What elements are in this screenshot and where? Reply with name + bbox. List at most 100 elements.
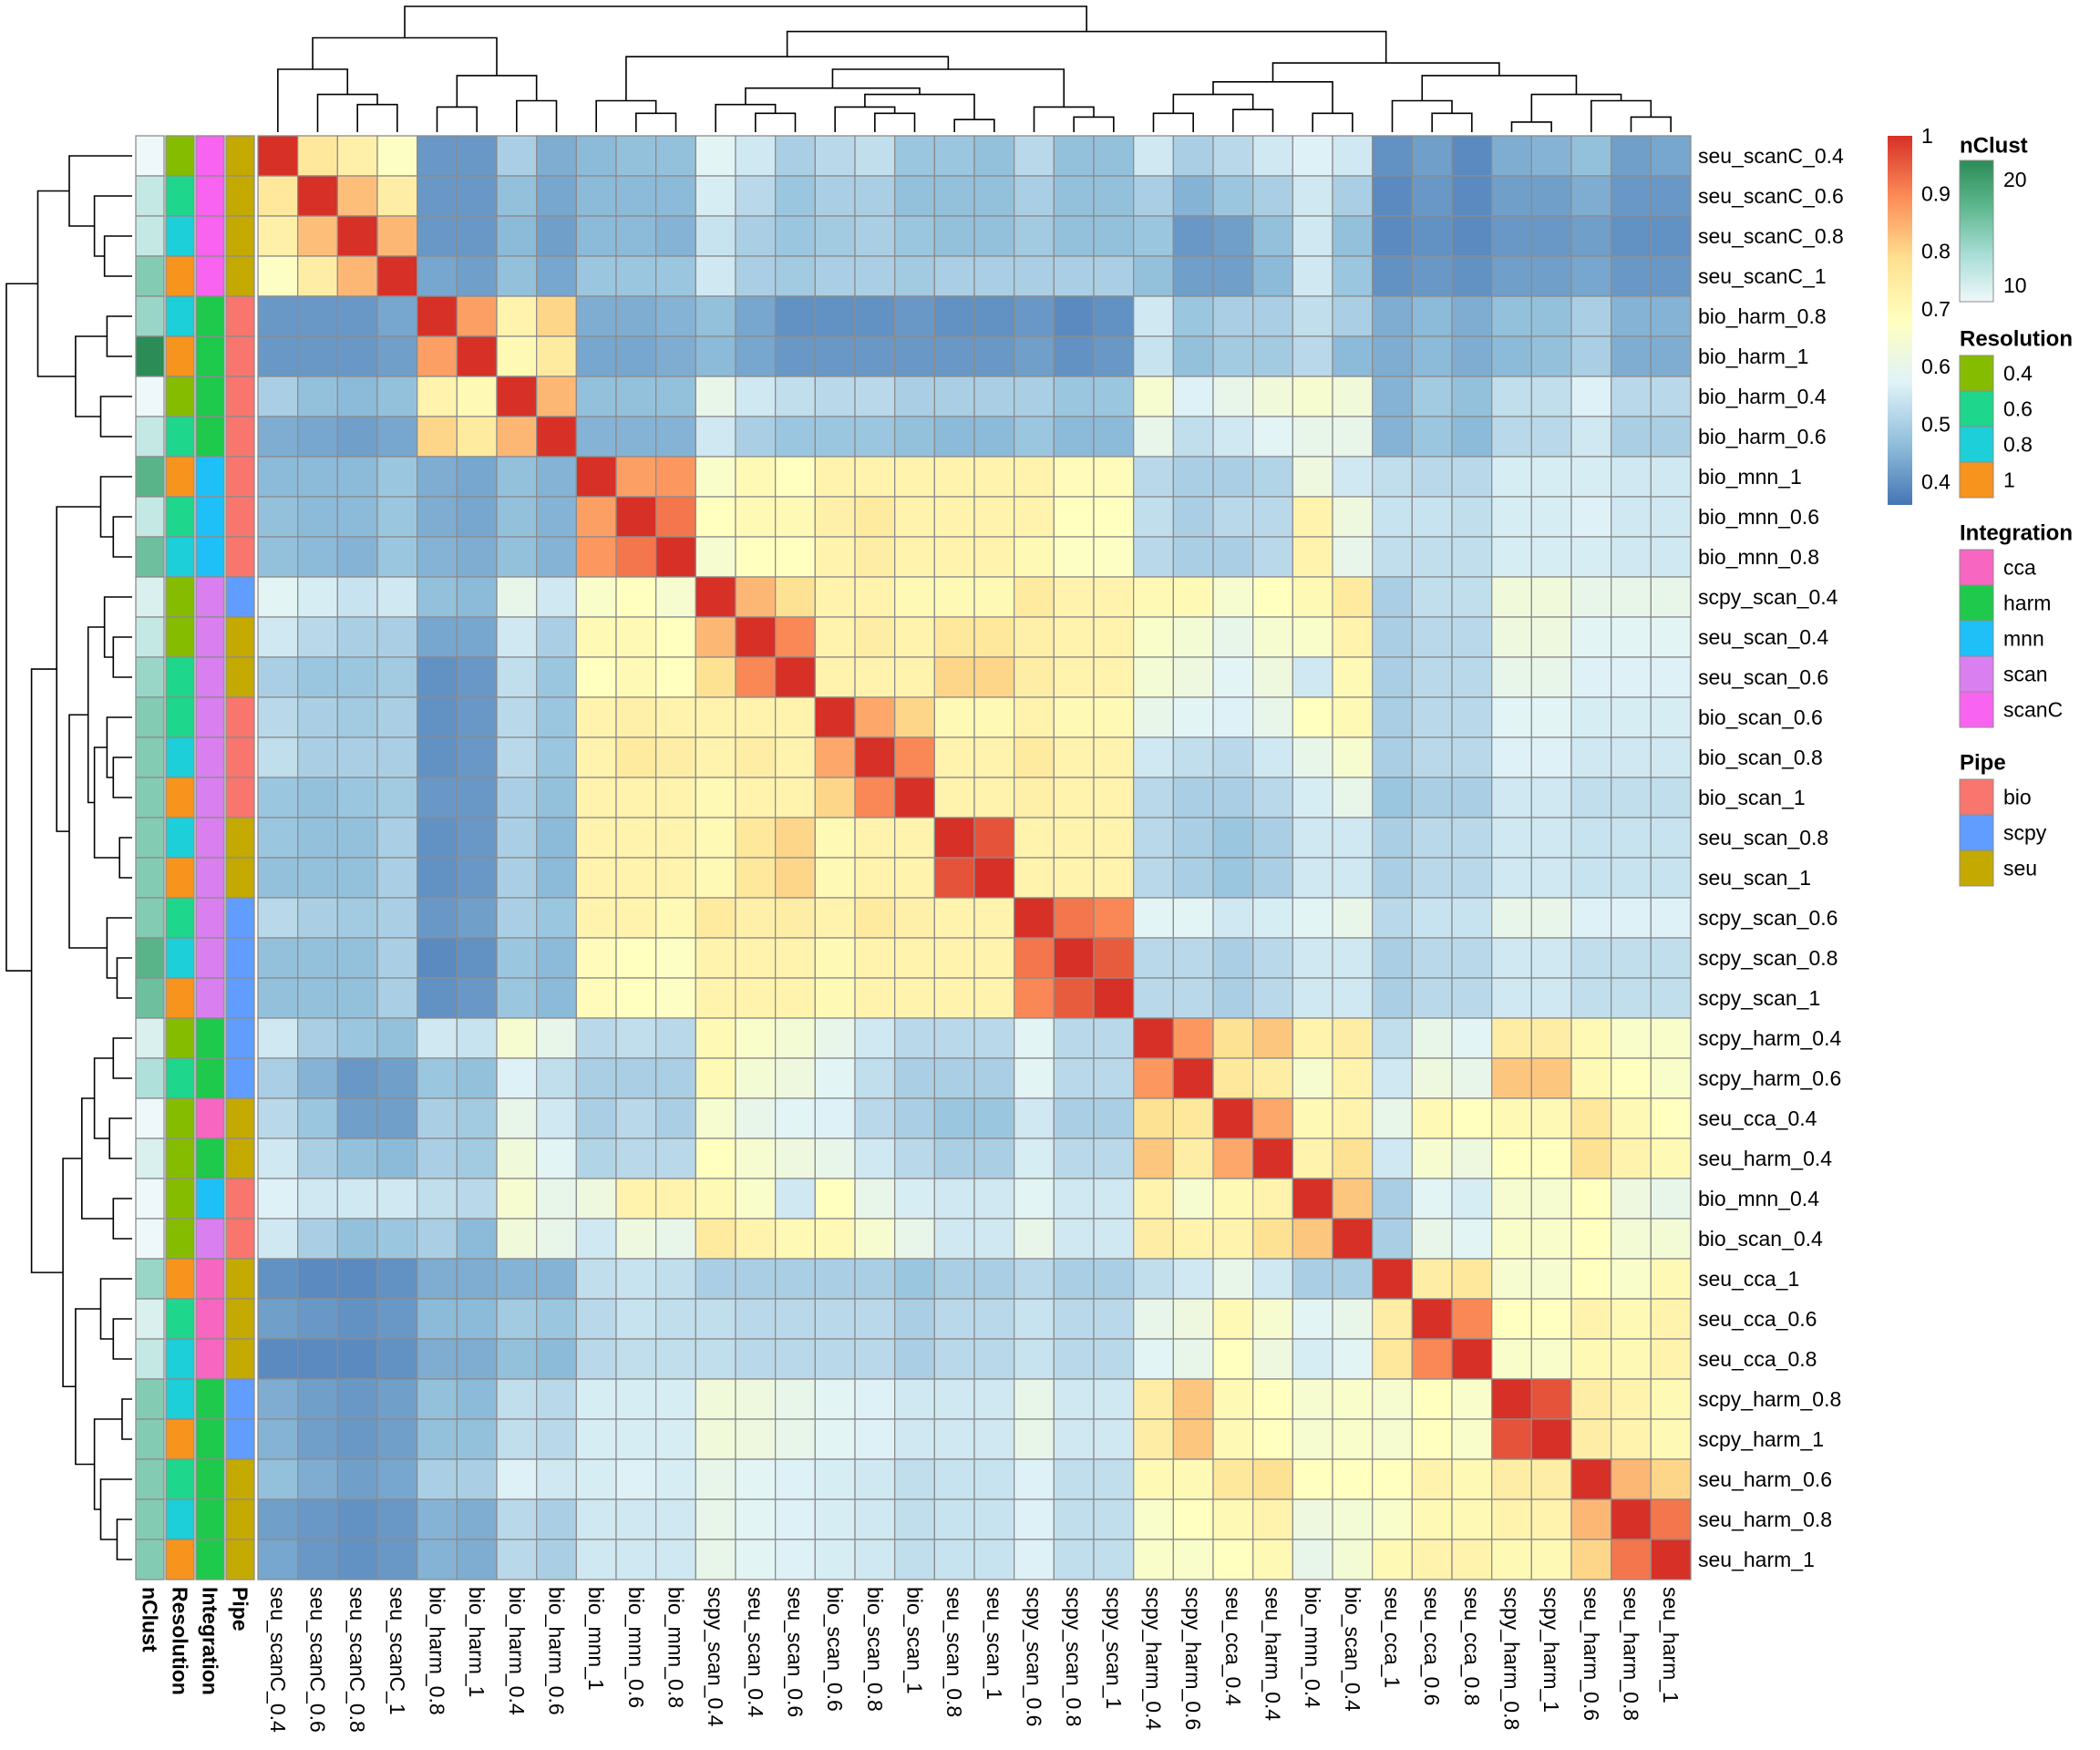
heatmap-cell (894, 215, 935, 257)
annotation-cell-pipe (225, 215, 255, 257)
heatmap-cell (1133, 777, 1174, 818)
heatmap-cell (695, 1298, 736, 1340)
heatmap-cell (496, 777, 538, 818)
annotation-cell-integration (195, 616, 225, 658)
heatmap-cell (1451, 1298, 1493, 1340)
heatmap-cell (1411, 1057, 1453, 1099)
dendrogram-branch (93, 195, 132, 257)
heatmap-cell (1172, 536, 1214, 578)
heatmap-cell (973, 1057, 1015, 1099)
annotation-cell-pipe (225, 736, 255, 778)
heatmap-cell (456, 656, 498, 698)
column-label: seu_scan_0.8 (942, 1587, 966, 1717)
row-label: seu_scan_0.8 (1698, 826, 1828, 849)
heatmap-cell (1570, 335, 1612, 377)
heatmap-cell (336, 817, 378, 859)
heatmap-cell (1491, 616, 1532, 658)
heatmap-cell (1014, 897, 1055, 939)
heatmap-cell (336, 1017, 378, 1059)
heatmap-cell (615, 255, 657, 297)
heatmap-cell (1292, 576, 1333, 618)
heatmap-cell (615, 777, 657, 818)
heatmap-cell (655, 656, 696, 698)
heatmap-cell (1172, 616, 1214, 658)
heatmap-cell (814, 1418, 856, 1460)
heatmap-cell (933, 1017, 975, 1059)
heatmap-cell (615, 1498, 657, 1540)
heatmap-cell (1172, 1338, 1214, 1380)
annotation-cell-nclust (135, 736, 165, 778)
row-annotations (135, 135, 255, 1580)
heatmap-cell (376, 1258, 418, 1300)
annotation-cell-pipe (225, 1097, 255, 1139)
heatmap-cell (297, 777, 338, 818)
heatmap-cell (615, 1017, 657, 1059)
heatmap-cell (1252, 937, 1293, 979)
heatmap-cell (1292, 416, 1333, 458)
heatmap-cell (1650, 777, 1692, 818)
heatmap-cell (1332, 937, 1374, 979)
heatmap-cell (615, 656, 657, 698)
annotation-cell-resolution (165, 1258, 195, 1300)
heatmap-cell (1252, 496, 1293, 538)
heatmap-cell (1332, 416, 1374, 458)
heatmap-cell (1292, 616, 1333, 658)
heatmap-cell (655, 576, 696, 618)
heatmap-cell (735, 656, 777, 698)
heatmap-cell (854, 1138, 896, 1179)
heatmap-cell (1411, 977, 1453, 1019)
heatmap-cell (1292, 1097, 1333, 1139)
heatmap-cell (297, 1138, 338, 1179)
heatmap-cell (1252, 1218, 1293, 1260)
heatmap-cell (775, 1338, 816, 1380)
dendrogram-branch (635, 112, 677, 132)
heatmap-cell (336, 335, 378, 377)
row-label: scpy_scan_0.4 (1698, 585, 1838, 609)
heatmap-cell (1611, 777, 1652, 818)
heatmap-cell (1093, 977, 1135, 1019)
heatmap-cell (775, 616, 816, 658)
heatmap-cell (257, 335, 299, 377)
heatmap-cell (775, 416, 816, 458)
heatmap-cell (894, 416, 935, 458)
heatmap-cell (1332, 1017, 1374, 1059)
heatmap-cell (1252, 736, 1293, 778)
heatmap-cell (655, 1097, 696, 1139)
heatmap-cell (536, 496, 577, 538)
annotation-cell-pipe (225, 576, 255, 618)
dendrogram-branch (1530, 93, 1622, 122)
heatmap-cell (775, 696, 816, 738)
heatmap-cell (1172, 456, 1214, 498)
heatmap-cell (615, 696, 657, 738)
legend-swatch (1959, 461, 1994, 499)
heatmap-cell (1451, 215, 1493, 257)
heatmap-cell (1053, 175, 1095, 217)
heatmap-cell (575, 215, 617, 257)
annotation-cell-pipe (225, 175, 255, 217)
annotation-cell-nclust (135, 456, 165, 498)
heatmap-cell (854, 1338, 896, 1380)
heatmap-cell (775, 215, 816, 257)
heatmap-cell (814, 1498, 856, 1540)
heatmap-cell (575, 1418, 617, 1460)
heatmap-cell (417, 696, 458, 738)
heatmap-cell (1650, 536, 1692, 578)
annotation-label-integration: Integration (199, 1587, 222, 1695)
heatmap-cell (655, 1138, 696, 1179)
heatmap-cell (1292, 696, 1333, 738)
heatmap-cell (1053, 536, 1095, 578)
legend-swatch (1959, 355, 1994, 392)
heatmap-cell (615, 215, 657, 257)
annotation-cell-resolution (165, 1378, 195, 1420)
heatmap-cell (1014, 1097, 1055, 1139)
heatmap-cell (933, 1178, 975, 1220)
heatmap-cell (655, 817, 696, 859)
heatmap-cell (1530, 416, 1572, 458)
legend-swatch (1959, 620, 1994, 657)
heatmap-cell (615, 1057, 657, 1099)
heatmap-cell (655, 696, 696, 738)
annotation-cell-integration (195, 1057, 225, 1099)
heatmap-cell (376, 977, 418, 1019)
legend-item-label: cca (2003, 556, 2036, 580)
heatmap-cell (1570, 777, 1612, 818)
